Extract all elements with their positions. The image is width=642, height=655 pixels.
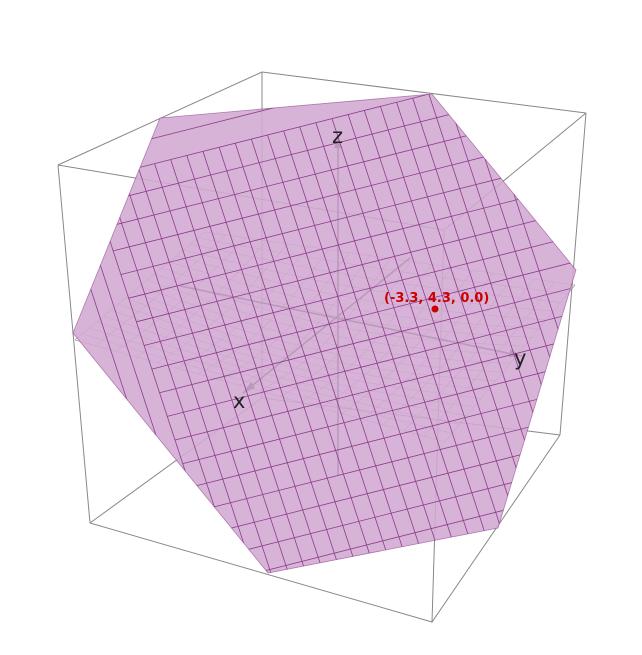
- point-label: (-3.3, 4.3, 0.0): [384, 291, 489, 306]
- plane-face: [73, 94, 576, 573]
- z-axis-label: z: [332, 124, 343, 148]
- y-axis-label: y: [514, 346, 526, 370]
- plane-gridline: [275, 639, 642, 655]
- plane-gridline: [260, 592, 642, 655]
- tilted-plane: [58, 25, 642, 655]
- x-axis-label: x: [233, 389, 245, 413]
- point-marker[interactable]: [432, 306, 439, 313]
- plane-gridline: [252, 568, 642, 655]
- plane-gridline: [268, 616, 642, 655]
